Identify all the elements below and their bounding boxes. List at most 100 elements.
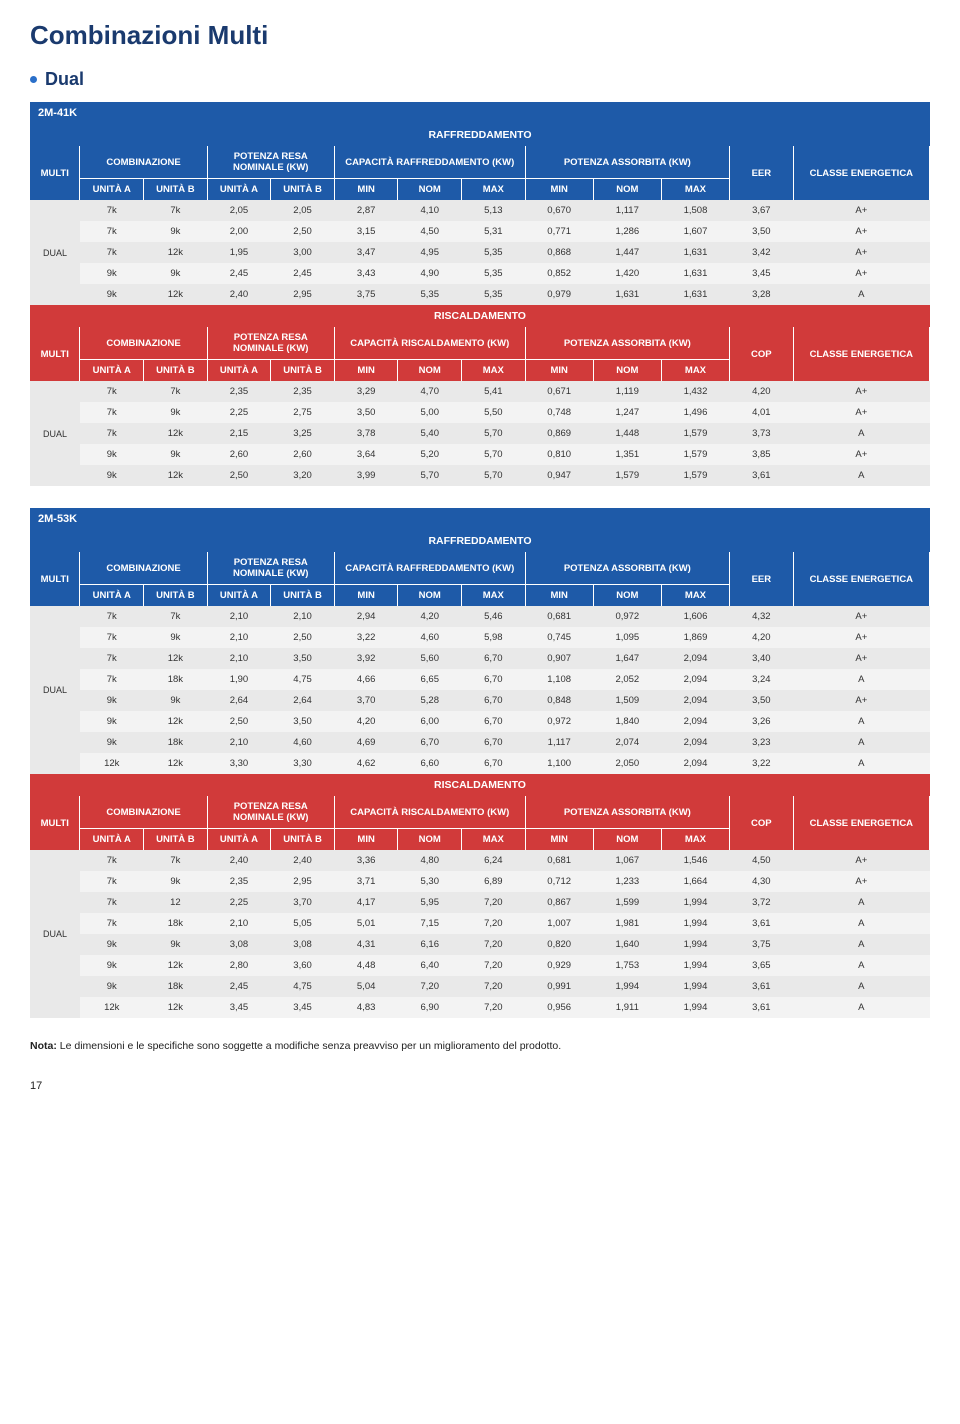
cell: 0,869 [525,423,593,444]
cell: 9k [144,263,208,284]
cell: 0,712 [525,871,593,892]
cell: 6,65 [398,669,462,690]
cell: 1,869 [661,627,729,648]
cell: 3,45 [207,997,271,1018]
hdr-multi: MULTI [30,552,80,606]
cell: 4,60 [398,627,462,648]
cell: 2,64 [207,690,271,711]
cell: 2,35 [207,871,271,892]
hdr-comb: COMBINAZIONE [80,552,207,585]
cell: 9k [80,976,144,997]
cell: 2,40 [207,850,271,871]
model-bar: 2M-41K [30,102,930,124]
cell: 1,508 [661,200,729,221]
cell: 3,71 [334,871,398,892]
cell: 4,20 [334,711,398,732]
hdr-eff: COP [730,327,794,381]
cell: 0,907 [525,648,593,669]
cell: 6,40 [398,955,462,976]
cell: 5,30 [398,871,462,892]
hdr-unitB: UNITÀ B [271,360,335,382]
cell: 3,92 [334,648,398,669]
cell: A+ [793,200,929,221]
table-row: DUAL7k7k2,102,102,944,205,460,6810,9721,… [30,606,930,627]
hdr-nom: NOM [593,829,661,851]
cell: 9k [80,732,144,753]
cell: 6,70 [462,690,526,711]
heating-bar: RISCALDAMENTO [30,774,930,796]
cell: 0,979 [525,284,593,305]
cell: 9k [80,263,144,284]
cell: A+ [793,381,929,402]
cell: 1,447 [593,242,661,263]
cell: 9k [144,934,208,955]
cell: 3,25 [271,423,335,444]
hdr-unitA: UNITÀ A [207,585,271,607]
cell: 12k [144,711,208,732]
cell: 0,852 [525,263,593,284]
cell: 0,670 [525,200,593,221]
cell: 1,117 [593,200,661,221]
cell: 7k [144,381,208,402]
cell: 1,007 [525,913,593,934]
cell: 0,745 [525,627,593,648]
hdr-nom: NOM [398,829,462,851]
cell: 7k [80,381,144,402]
cell: 7k [80,606,144,627]
cell: 2,50 [271,627,335,648]
cell: 7k [80,892,144,913]
cell: A+ [793,871,929,892]
cell: 5,70 [462,444,526,465]
cell: 9k [144,871,208,892]
cell: A [793,423,929,444]
cell: 0,681 [525,850,593,871]
cell: A [793,934,929,955]
cell: 2,094 [661,648,729,669]
cell: 5,13 [462,200,526,221]
cell: A+ [793,690,929,711]
hdr-cap: CAPACITÀ RISCALDAMENTO (KW) [334,796,525,829]
cell: 3,61 [730,997,794,1018]
cell: 1,994 [593,976,661,997]
cell: 2,05 [207,200,271,221]
cell: 9k [144,444,208,465]
hdr-class: CLASSE ENERGETICA [793,796,929,850]
cell: 5,60 [398,648,462,669]
cell: 7k [80,402,144,423]
cell: 2,45 [271,263,335,284]
cell: 2,95 [271,871,335,892]
cooling-bar: RAFFREDDAMENTO [30,530,930,552]
cell: 7k [80,669,144,690]
hdr-min: MIN [334,360,398,382]
cell: 3,20 [271,465,335,486]
cell: 3,47 [334,242,398,263]
cell: 2,094 [661,753,729,774]
cell: 3,70 [271,892,335,913]
cell: 1,448 [593,423,661,444]
cell: 2,50 [207,465,271,486]
hdr-multi: MULTI [30,327,80,381]
cell: 7k [144,850,208,871]
hdr-multi: MULTI [30,146,80,200]
cell: 3,60 [271,955,335,976]
cell: 3,99 [334,465,398,486]
cell: 5,70 [462,423,526,444]
cell: 2,45 [207,976,271,997]
table-row: 9k9k2,642,643,705,286,700,8481,5092,0943… [30,690,930,711]
hdr-max: MAX [462,179,526,201]
cell: A [793,976,929,997]
hdr-min: MIN [334,585,398,607]
cell: 3,43 [334,263,398,284]
cell: 2,10 [207,732,271,753]
cell: 1,546 [661,850,729,871]
cell: 6,70 [462,732,526,753]
cell: 3,24 [730,669,794,690]
cell: 7k [80,627,144,648]
cell: 7,20 [462,955,526,976]
cell: 5,50 [462,402,526,423]
table-row: 9k12k2,402,953,755,355,350,9791,6311,631… [30,284,930,305]
cell: 1,579 [661,465,729,486]
cell: 12k [80,753,144,774]
table-row: 9k12k2,803,604,486,407,200,9291,7531,994… [30,955,930,976]
cell: 9k [80,711,144,732]
